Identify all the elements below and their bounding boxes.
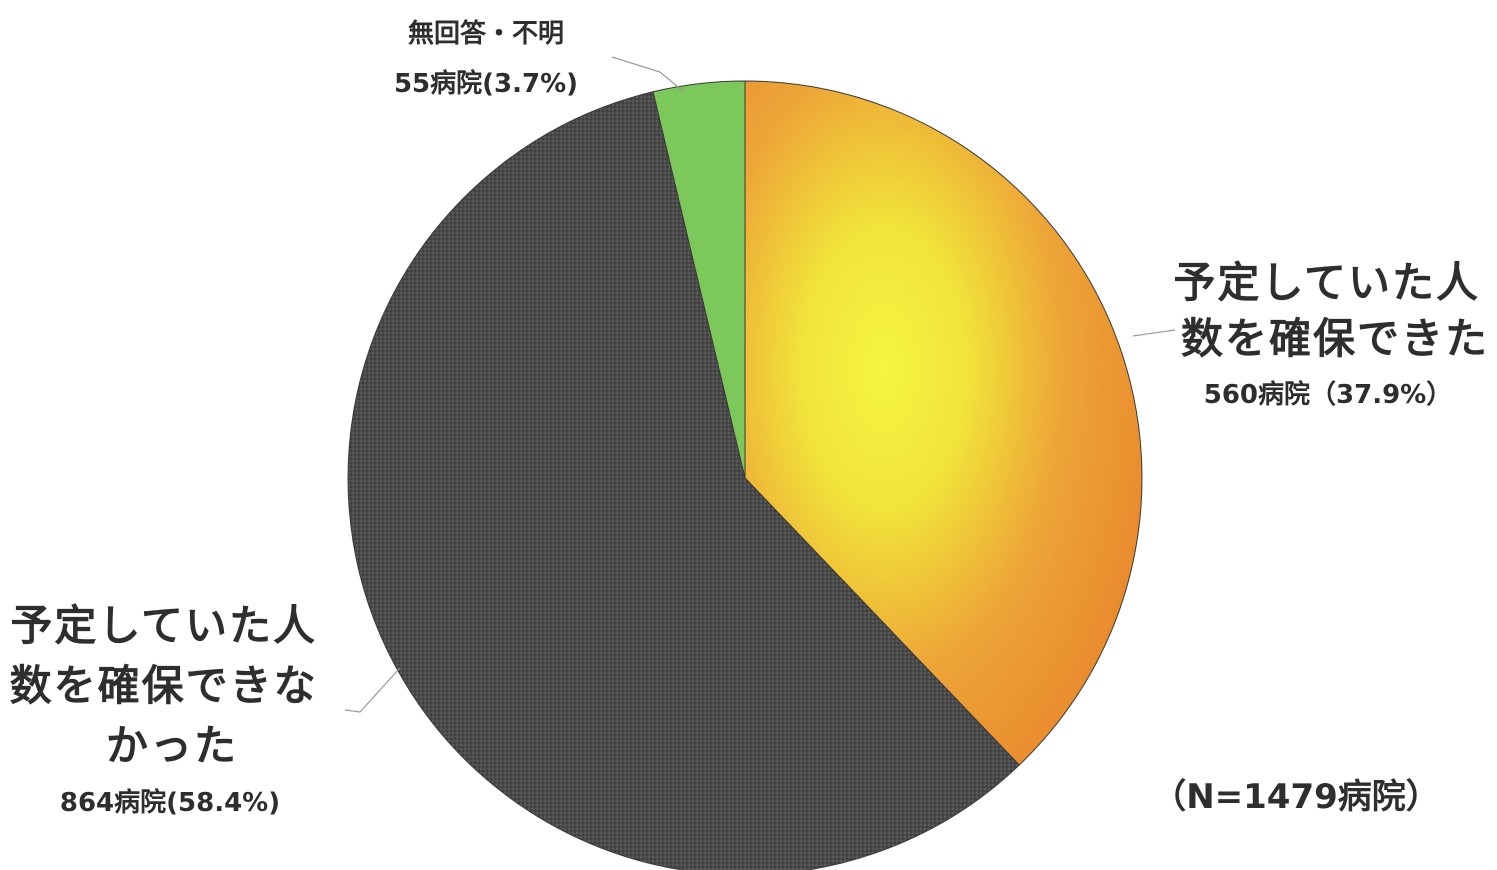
- label-not-secured-line1: 予定していた人: [10, 601, 317, 650]
- count-label-secured: 560病院（37.9%）: [1204, 379, 1452, 410]
- pie-slices: [348, 81, 1142, 870]
- label-secured: 予定していた人 数を確保できた: [1173, 258, 1496, 363]
- label-not-secured-line2: 数を確保できな: [10, 661, 318, 710]
- label-secured-line2: 数を確保できた: [1181, 314, 1489, 363]
- label-not-secured: 予定していた人 数を確保できな かった: [10, 601, 335, 770]
- total-note: （N=1479病院）: [1152, 777, 1440, 817]
- count-label-no-answer: 55病院(3.7%): [394, 68, 578, 99]
- label-secured-line1: 予定していた人: [1173, 258, 1480, 307]
- leader-line-secured: [1133, 330, 1175, 336]
- leader-line-not-secured: [345, 668, 400, 712]
- label-no-answer: 無回答・不明: [408, 18, 564, 49]
- label-not-secured-line3: かった: [106, 721, 238, 770]
- count-label-not-secured: 864病院(58.4%): [60, 787, 280, 818]
- leader-line-no-answer: [612, 57, 684, 92]
